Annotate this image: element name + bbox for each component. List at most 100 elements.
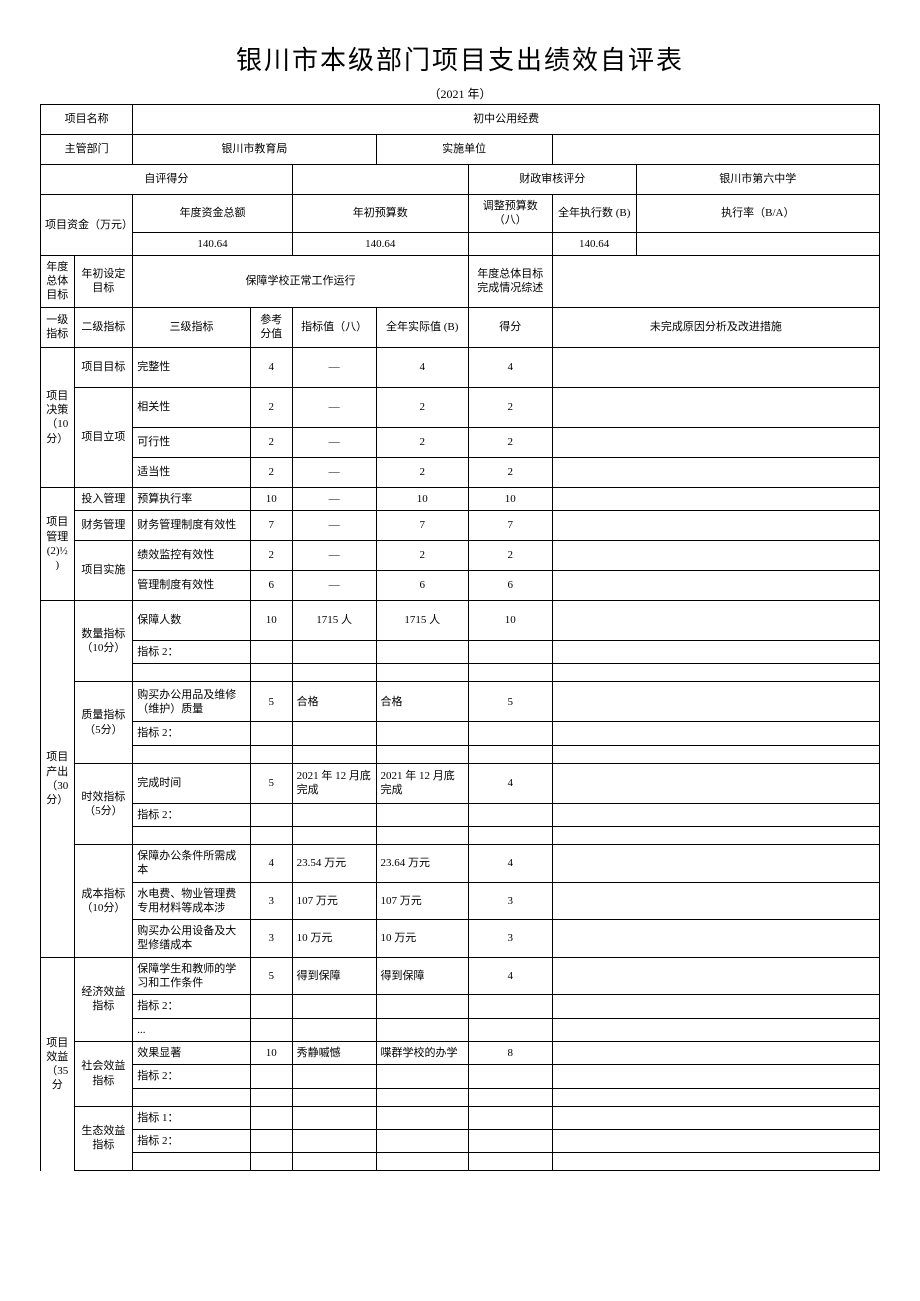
cell [552,347,879,387]
cell [292,641,376,664]
cell: 2 [468,457,552,487]
cell: 合格 [292,682,376,722]
cell [468,1018,552,1041]
cell [468,995,552,1018]
cell: 生态效益指标 [74,1106,133,1171]
cell: 购买办公用设备及大型修缮成本 [133,920,250,958]
cell [552,571,879,601]
cell [250,664,292,682]
cell [552,1041,879,1064]
exec-rate-value [636,232,879,255]
cell: 指标 2： [133,803,250,826]
l1-benefit: 项目效益（35分 [41,957,75,1170]
year-exec-value: 140.64 [552,232,636,255]
cell [250,722,292,745]
cell [376,641,468,664]
cell: 项目目标 [74,347,133,387]
init-target-label: 年初设定目标 [74,255,133,307]
cell: 喋群学校的办学 [376,1041,468,1064]
cell: 10 [250,487,292,510]
cell: 项目实施 [74,541,133,601]
cell [292,1065,376,1088]
cell [468,664,552,682]
cell [376,722,468,745]
col-ind: 指标值（八） [292,307,376,347]
cell [250,745,292,763]
cell: 2 [468,541,552,571]
cell: 指标 2： [133,1129,250,1152]
cell: 2 [250,427,292,457]
cell [552,722,879,745]
cell: 5 [468,682,552,722]
cell [376,745,468,763]
cell: 投入管理 [74,487,133,510]
cell [133,745,250,763]
cell [133,826,250,844]
cell [376,803,468,826]
cell: 10 [468,487,552,510]
cell: 得到保障 [376,957,468,995]
cell: 4 [250,844,292,882]
cell: 2 [376,457,468,487]
cell [468,1065,552,1088]
annual-total-label: 年度资金总额 [133,195,292,233]
cell: 1715 人 [292,601,376,641]
cell [292,745,376,763]
cell [376,1129,468,1152]
cell: 指标 1： [133,1106,250,1129]
cell [552,920,879,958]
cell [552,664,879,682]
cell: 3 [468,920,552,958]
cell [552,995,879,1018]
cell: 10 万元 [292,920,376,958]
cell [133,664,250,682]
cell: 成本指标（10分） [74,844,133,957]
cell [250,1018,292,1041]
cell [552,682,879,722]
self-score-label: 自评得分 [41,165,293,195]
cell: — [292,347,376,387]
cell [250,1106,292,1129]
cell: 10 [250,601,292,641]
cell: 预算执行率 [133,487,250,510]
page-title: 银川市本级部门项目支出绩效自评表 [40,40,880,77]
cell: 2021 年 12 月底完成 [376,763,468,803]
col-score: 得分 [468,307,552,347]
cell: 财务管理 [74,511,133,541]
cell: 2 [250,457,292,487]
year-exec-label: 全年执行数 (B) [552,195,636,233]
cell [376,1106,468,1129]
impl-unit-label: 实施单位 [376,135,552,165]
cell: 指标 2： [133,1065,250,1088]
cell: 7 [468,511,552,541]
cell [552,1153,879,1171]
cell [292,1088,376,1106]
cell: 4 [468,844,552,882]
evaluation-table: 项目名称 初中公用经费 主管部门 银川市教育局 实施单位 自评得分 财政审核评分… [40,104,880,1171]
cell [292,826,376,844]
cell: 指标 2： [133,641,250,664]
cell: 质量指标（5分） [74,682,133,763]
cell [292,1018,376,1041]
cell: 7 [250,511,292,541]
project-name-label: 项目名称 [41,105,133,135]
cell [376,1018,468,1041]
cell: 5 [250,763,292,803]
col-reason: 未完成原因分析及改进措施 [552,307,879,347]
cell [552,1106,879,1129]
cell: 3 [250,882,292,920]
cell: 2 [376,427,468,457]
cell [250,1065,292,1088]
cell [250,826,292,844]
cell: 4 [376,347,468,387]
cell [250,995,292,1018]
cell [552,1018,879,1041]
cell [552,641,879,664]
cell: 10 万元 [376,920,468,958]
cell: 107 万元 [292,882,376,920]
page-subtitle: （2021 年） [40,85,880,102]
cell [468,722,552,745]
cell [250,803,292,826]
cell: 效果显著 [133,1041,250,1064]
dept-value: 银川市教育局 [133,135,376,165]
